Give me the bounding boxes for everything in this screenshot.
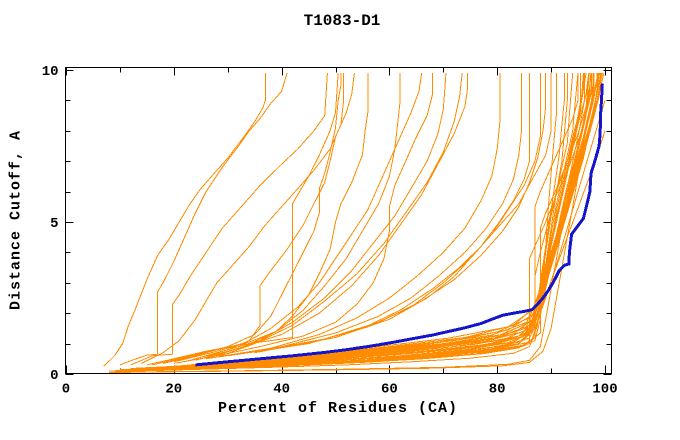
chart-title: T1083-D1 — [303, 12, 381, 30]
prediction-curve — [179, 72, 600, 368]
prediction-curve — [200, 72, 355, 360]
x-tick-label: 60 — [381, 382, 398, 398]
y-tick-label: 5 — [50, 216, 58, 232]
prediction-curve — [205, 73, 401, 360]
prediction-curve — [216, 73, 522, 358]
prediction-curve — [119, 72, 288, 366]
highlighted-model-curve — [195, 83, 604, 367]
prediction-curve — [173, 73, 433, 364]
prediction-curve — [117, 73, 594, 372]
prediction-curve — [109, 72, 602, 373]
prediction-curve — [130, 72, 328, 366]
prediction-curve — [114, 72, 579, 373]
prediction-curve — [141, 73, 345, 364]
prediction-curve — [119, 73, 566, 371]
x-tick-label: 20 — [165, 382, 182, 398]
prediction-curve — [227, 73, 530, 357]
prediction-curve — [103, 73, 266, 367]
x-axis-label: Percent of Residues (CA) — [217, 400, 459, 417]
x-tick-label: 80 — [489, 382, 506, 398]
prediction-curve — [109, 73, 557, 372]
prediction-curve — [179, 72, 599, 367]
prediction-curve — [157, 130, 606, 370]
prediction-curve — [130, 73, 582, 369]
x-tick-label: 0 — [62, 382, 70, 398]
x-tick-label: 100 — [592, 382, 617, 398]
prediction-curve — [184, 72, 447, 363]
prediction-curve — [173, 72, 423, 363]
plot-frame — [65, 67, 612, 374]
prediction-curve — [130, 72, 574, 370]
prediction-curve — [162, 73, 342, 364]
prediction-curve — [195, 73, 469, 361]
prediction-curve — [249, 73, 547, 354]
prediction-curve — [206, 73, 501, 360]
x-tick-label: 40 — [273, 382, 290, 398]
prediction-curve — [168, 72, 599, 369]
prediction-curve — [216, 72, 463, 358]
y-tick-label: 0 — [50, 368, 58, 384]
prediction-curve — [254, 73, 552, 354]
prediction-curve — [146, 72, 339, 366]
y-tick-label: 10 — [42, 64, 59, 80]
prediction-curve — [152, 73, 369, 366]
prediction-curve — [125, 72, 590, 372]
